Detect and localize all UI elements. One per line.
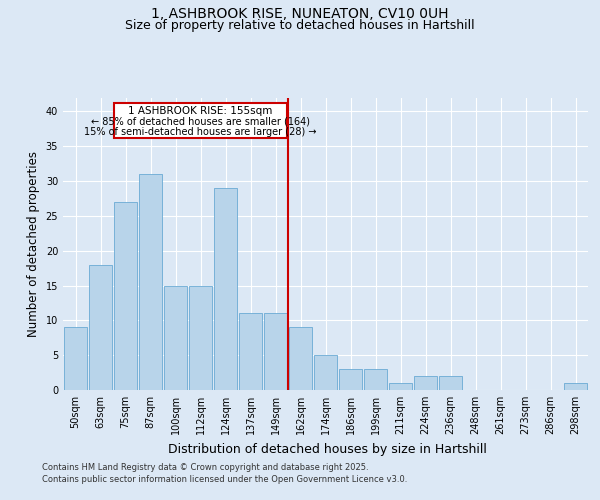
Bar [64,328,87,390]
Bar [189,286,212,390]
Bar [164,286,187,390]
Bar [289,328,312,390]
Text: ← 85% of detached houses are smaller (164): ← 85% of detached houses are smaller (16… [91,116,310,126]
Text: Distribution of detached houses by size in Hartshill: Distribution of detached houses by size … [167,442,487,456]
Bar [389,383,412,390]
Bar [364,369,387,390]
Text: Contains HM Land Registry data © Crown copyright and database right 2025.: Contains HM Land Registry data © Crown c… [42,464,368,472]
Bar [264,314,287,390]
Y-axis label: Number of detached properties: Number of detached properties [27,151,40,337]
Bar [414,376,437,390]
Bar [139,174,162,390]
FancyBboxPatch shape [114,103,287,138]
Text: Size of property relative to detached houses in Hartshill: Size of property relative to detached ho… [125,19,475,32]
Text: 1, ASHBROOK RISE, NUNEATON, CV10 0UH: 1, ASHBROOK RISE, NUNEATON, CV10 0UH [151,8,449,22]
Bar [339,369,362,390]
Text: Contains public sector information licensed under the Open Government Licence v3: Contains public sector information licen… [42,475,407,484]
Bar [239,314,262,390]
Bar [114,202,137,390]
Bar [314,355,337,390]
Bar [439,376,462,390]
Bar [89,264,112,390]
Bar [564,383,587,390]
Bar [214,188,237,390]
Text: 1 ASHBROOK RISE: 155sqm: 1 ASHBROOK RISE: 155sqm [128,106,272,116]
Text: 15% of semi-detached houses are larger (28) →: 15% of semi-detached houses are larger (… [84,128,317,138]
